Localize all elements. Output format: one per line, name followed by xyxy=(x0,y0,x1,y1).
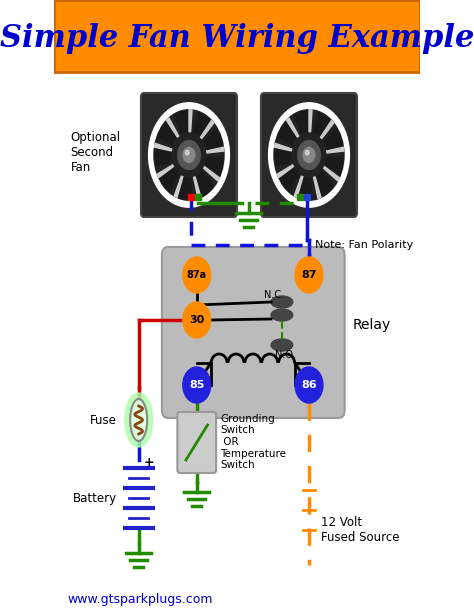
Wedge shape xyxy=(157,165,173,178)
Wedge shape xyxy=(297,177,312,199)
Text: Fuse: Fuse xyxy=(90,414,117,427)
FancyBboxPatch shape xyxy=(141,93,237,217)
Circle shape xyxy=(148,103,229,207)
Circle shape xyxy=(274,110,344,200)
Circle shape xyxy=(305,150,309,155)
Text: 85: 85 xyxy=(189,380,204,390)
FancyBboxPatch shape xyxy=(261,93,357,217)
Wedge shape xyxy=(277,165,293,178)
Text: Battery: Battery xyxy=(73,492,117,504)
Wedge shape xyxy=(207,147,224,153)
Wedge shape xyxy=(174,176,183,197)
Wedge shape xyxy=(159,167,178,191)
Wedge shape xyxy=(286,118,299,137)
Wedge shape xyxy=(166,118,179,137)
Text: N.C.: N.C. xyxy=(264,290,284,300)
Wedge shape xyxy=(274,143,292,151)
Circle shape xyxy=(295,367,323,403)
Wedge shape xyxy=(294,176,303,197)
Circle shape xyxy=(183,367,210,403)
Ellipse shape xyxy=(271,296,293,308)
Ellipse shape xyxy=(271,309,293,321)
Circle shape xyxy=(183,302,210,338)
Text: Note: Fan Polarity: Note: Fan Polarity xyxy=(315,240,413,250)
Circle shape xyxy=(298,140,320,170)
Text: www.gtsparkplugs.com: www.gtsparkplugs.com xyxy=(67,593,213,606)
Text: 87a: 87a xyxy=(187,270,207,280)
Wedge shape xyxy=(158,121,177,145)
Wedge shape xyxy=(327,147,344,153)
Wedge shape xyxy=(320,120,334,139)
Circle shape xyxy=(178,140,200,170)
Text: N.O.: N.O. xyxy=(275,350,296,360)
Wedge shape xyxy=(275,147,291,166)
Wedge shape xyxy=(201,120,214,139)
Wedge shape xyxy=(278,121,297,145)
Circle shape xyxy=(295,257,323,293)
Wedge shape xyxy=(205,157,223,177)
Wedge shape xyxy=(155,143,172,151)
Ellipse shape xyxy=(130,399,147,441)
Text: +: + xyxy=(143,455,154,468)
Text: 30: 30 xyxy=(189,315,204,325)
Text: 12 Volt
Fused Source: 12 Volt Fused Source xyxy=(320,516,399,544)
Wedge shape xyxy=(195,172,213,196)
Wedge shape xyxy=(324,167,339,181)
Wedge shape xyxy=(314,177,321,199)
FancyBboxPatch shape xyxy=(162,247,345,418)
Circle shape xyxy=(303,148,315,162)
Circle shape xyxy=(185,150,189,155)
Circle shape xyxy=(183,148,195,162)
Wedge shape xyxy=(204,130,223,151)
Circle shape xyxy=(154,110,224,200)
Wedge shape xyxy=(294,111,309,134)
FancyBboxPatch shape xyxy=(177,412,216,473)
Wedge shape xyxy=(155,147,171,166)
Circle shape xyxy=(183,257,210,293)
Wedge shape xyxy=(324,130,343,151)
Ellipse shape xyxy=(125,393,153,447)
Wedge shape xyxy=(194,112,211,137)
Wedge shape xyxy=(177,177,192,199)
FancyBboxPatch shape xyxy=(54,0,420,72)
Wedge shape xyxy=(315,172,333,196)
Text: Simple Fan Wiring Example: Simple Fan Wiring Example xyxy=(0,23,474,53)
Text: Optional
Second
Fan: Optional Second Fan xyxy=(71,131,121,173)
Circle shape xyxy=(269,103,349,207)
Wedge shape xyxy=(174,111,189,134)
Ellipse shape xyxy=(271,339,293,351)
Wedge shape xyxy=(194,177,201,199)
Wedge shape xyxy=(314,112,331,137)
Wedge shape xyxy=(309,110,312,132)
Wedge shape xyxy=(204,167,219,181)
Text: 86: 86 xyxy=(301,380,317,390)
Text: Relay: Relay xyxy=(352,318,391,332)
Text: Grounding
Switch
 OR
Temperature
Switch: Grounding Switch OR Temperature Switch xyxy=(220,414,286,470)
Wedge shape xyxy=(280,167,299,191)
Text: 87: 87 xyxy=(301,270,317,280)
Wedge shape xyxy=(189,110,192,132)
Wedge shape xyxy=(325,157,343,177)
